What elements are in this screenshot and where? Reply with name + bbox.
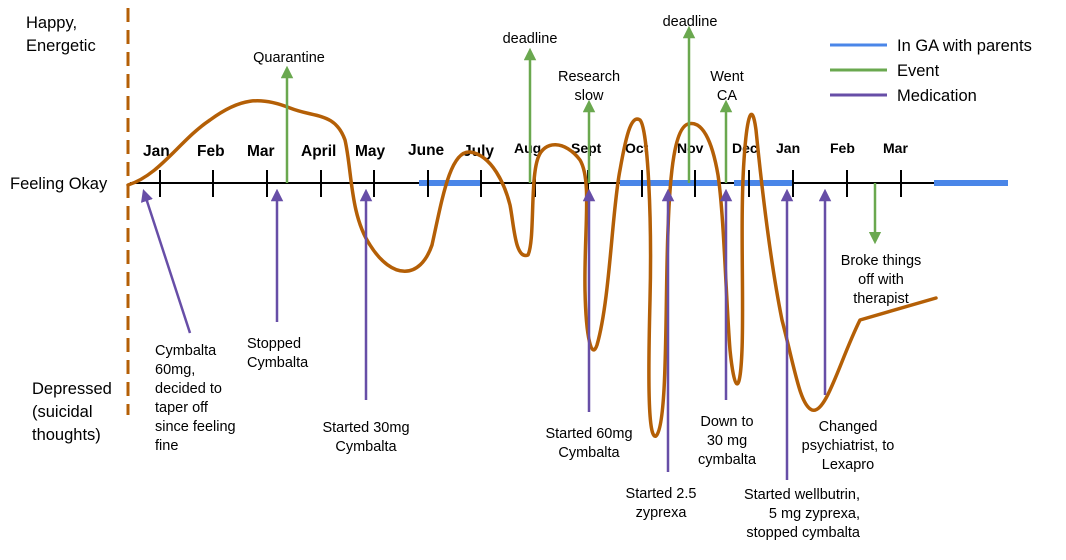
event-label-went-ca: Went <box>710 69 744 85</box>
event-label-went-ca: CA <box>717 88 737 104</box>
med-label-started30: Started 30mg <box>322 420 409 436</box>
legend-label-event: Event <box>897 62 940 80</box>
med-label-cymbalta60: 60mg, <box>155 362 195 378</box>
medication-labels: Cymbalta 60mg, decided to taper off sinc… <box>155 336 894 541</box>
event-arrows <box>280 25 882 245</box>
month-label: Mar <box>883 140 908 156</box>
med-label-stopped: Cymbalta <box>247 355 309 371</box>
month-labels: Jan Feb Mar April May June July Aug Sept… <box>143 140 908 160</box>
month-label: June <box>408 142 445 159</box>
event-label-therapist: therapist <box>853 291 909 307</box>
label-energetic: Energetic <box>26 37 96 55</box>
event-label-research: slow <box>574 88 604 104</box>
med-label-lexapro: Changed <box>819 419 878 435</box>
event-label-therapist: off with <box>858 272 904 288</box>
month-label: Oct <box>625 140 649 156</box>
med-label-wellbutrin: 5 mg zyprexa, <box>769 506 860 522</box>
med-label-started60: Started 60mg <box>545 426 632 442</box>
month-label: Sept <box>571 140 602 156</box>
label-thoughts: thoughts) <box>32 426 101 444</box>
legend-label-ga: In GA with parents <box>897 37 1032 55</box>
label-feeling-okay: Feeling Okay <box>10 175 108 193</box>
event-label-therapist: Broke things <box>841 253 922 269</box>
mood-curve <box>126 98 938 438</box>
med-label-cymbalta60: fine <box>155 438 178 454</box>
event-label-deadline: deadline <box>663 14 718 30</box>
legend: In GA with parents Event Medication <box>830 37 1032 105</box>
label-depressed: Depressed <box>32 380 112 398</box>
med-label-started30: Cymbalta <box>335 439 397 455</box>
event-label-quarantine: Quarantine <box>253 50 325 66</box>
month-label: Jan <box>776 140 800 156</box>
med-label-down30: 30 mg <box>707 433 747 449</box>
month-label: Mar <box>247 143 275 160</box>
month-label: Feb <box>197 143 225 160</box>
med-label-wellbutrin: Started wellbutrin, <box>744 487 860 503</box>
med-label-zyprexa: zyprexa <box>636 505 688 521</box>
med-label-down30: Down to <box>700 414 753 430</box>
event-label-research: Research <box>558 69 620 85</box>
med-label-started60: Cymbalta <box>558 445 620 461</box>
month-label: Feb <box>830 140 855 156</box>
month-label: April <box>301 143 336 160</box>
label-happy: Happy, <box>26 14 77 32</box>
month-label: Aug <box>514 140 541 156</box>
event-labels: Quarantine deadline Research slow deadli… <box>253 14 921 307</box>
med-label-lexapro: Lexapro <box>822 457 874 473</box>
med-label-lexapro: psychiatrist, to <box>802 438 895 454</box>
med-label-cymbalta60: taper off <box>155 400 209 416</box>
label-suicidal: (suicidal <box>32 403 93 421</box>
med-label-cymbalta60: Cymbalta <box>155 343 217 359</box>
medication-arrows <box>140 188 832 480</box>
medication-arrow <box>140 189 192 334</box>
month-label: July <box>463 143 494 160</box>
med-label-cymbalta60: decided to <box>155 381 222 397</box>
med-label-wellbutrin: stopped cymbalta <box>746 525 861 541</box>
month-label: Nov <box>677 140 704 156</box>
med-label-zyprexa: Started 2.5 <box>626 486 697 502</box>
med-label-down30: cymbalta <box>698 452 757 468</box>
event-label-deadline: deadline <box>503 31 558 47</box>
med-label-cymbalta60: since feeling <box>155 419 236 435</box>
month-label: May <box>355 143 386 160</box>
month-label: Jan <box>143 143 170 160</box>
med-label-stopped: Stopped <box>247 336 301 352</box>
legend-label-medication: Medication <box>897 87 977 105</box>
